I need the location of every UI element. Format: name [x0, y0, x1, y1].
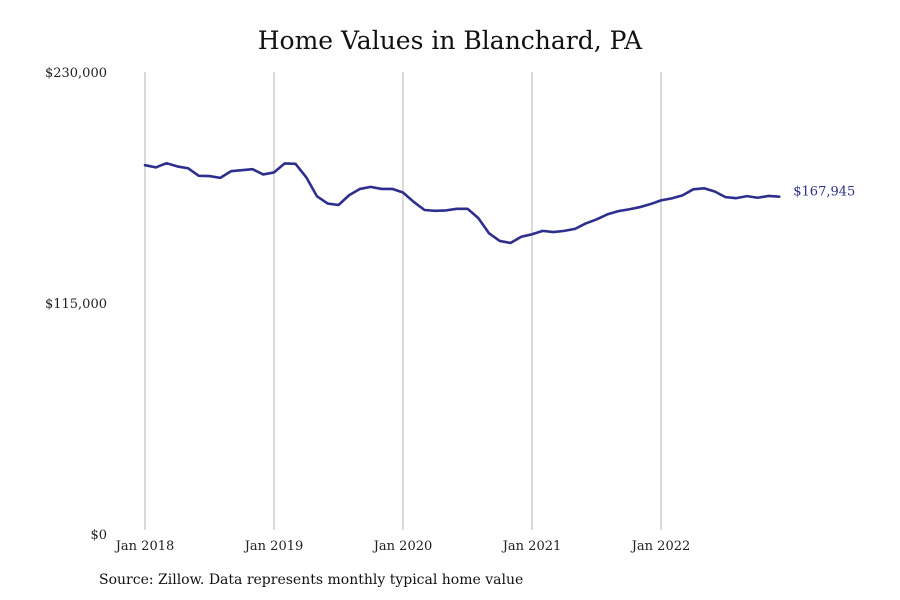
grid-lines	[144, 72, 662, 530]
y-axis-ticks: $0 $115,000 $230,000	[45, 66, 107, 543]
y-tick-label: $115,000	[45, 297, 107, 312]
end-value-label: $167,945	[793, 185, 855, 200]
series-layer: $167,945	[143, 161, 855, 245]
x-tick-label: Jan 2019	[243, 539, 304, 554]
chart-title: Home Values in Blanchard, PA	[257, 26, 643, 55]
x-tick-label: Jan 2020	[372, 539, 433, 554]
y-tick-label: $0	[90, 528, 107, 543]
y-tick-label: $230,000	[45, 66, 107, 81]
x-axis-ticks: Jan 2018 Jan 2019 Jan 2020 Jan 2021 Jan 2022	[114, 539, 691, 554]
x-tick-label: Jan 2022	[630, 539, 691, 554]
x-tick-label: Jan 2021	[501, 539, 562, 554]
x-tick-label: Jan 2018	[114, 539, 175, 554]
chart-source-note: Source: Zillow. Data represents monthly …	[99, 572, 524, 588]
series-line	[143, 161, 781, 245]
